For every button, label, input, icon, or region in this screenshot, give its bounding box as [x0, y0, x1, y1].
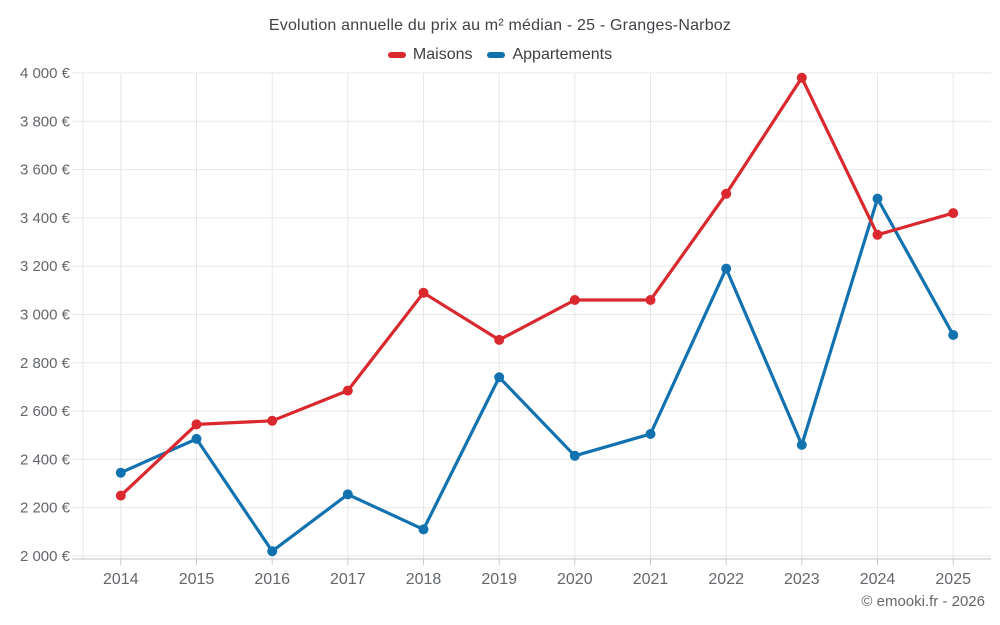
appartements-point-2020[interactable]: [569, 450, 580, 461]
maisons-point-2022[interactable]: [721, 188, 732, 199]
maisons-point-2020[interactable]: [569, 295, 580, 305]
maisons-point-2016[interactable]: [267, 415, 278, 426]
maisons-point-2019[interactable]: [494, 334, 505, 345]
y-tick-label: 2 200 €: [20, 500, 71, 517]
appartements-point-2017[interactable]: [342, 489, 353, 500]
y-tick-label: 3 000 €: [20, 307, 71, 324]
appartements-point-2016[interactable]: [267, 546, 278, 557]
legend-item-maisons[interactable]: Maisons: [387, 46, 473, 64]
maisons-point-2015[interactable]: [191, 419, 202, 430]
appartements-point-2025[interactable]: [948, 330, 959, 340]
x-tick-label: 2020: [557, 571, 593, 588]
appartements-swatch-icon: [487, 52, 506, 58]
maisons-point-2025[interactable]: [948, 208, 959, 219]
maisons-point-2024[interactable]: [872, 229, 883, 240]
x-tick-label: 2021: [633, 571, 669, 588]
y-tick-label: 2 800 €: [20, 355, 71, 372]
legend-item-appartements[interactable]: Appartements: [487, 46, 612, 64]
maisons-point-2021[interactable]: [645, 295, 656, 305]
x-tick-label: 2015: [179, 571, 215, 588]
x-tick-label: 2018: [406, 571, 442, 588]
appartements-point-2021[interactable]: [645, 429, 656, 439]
x-tick-label: 2019: [481, 571, 517, 588]
appartements-point-2019[interactable]: [494, 372, 505, 383]
copyright-footer: © emooki.fr - 2026: [861, 593, 985, 610]
legend-label-maisons: Maisons: [412, 46, 473, 63]
appartements-point-2015[interactable]: [191, 433, 202, 444]
appartements-point-2018[interactable]: [418, 524, 429, 535]
y-tick-label: 2 400 €: [20, 451, 71, 468]
maisons-line: [119, 76, 955, 498]
x-tick-label: 2017: [330, 571, 366, 588]
chart-title: Evolution annuelle du prix au m² médian …: [268, 17, 732, 34]
y-tick-label: 3 200 €: [20, 258, 71, 275]
x-tick-label: 2022: [708, 571, 744, 588]
x-tick-label: 2025: [935, 571, 971, 588]
maisons-swatch-icon: [387, 52, 406, 58]
maisons-point-2017[interactable]: [342, 385, 353, 396]
y-tick-label: 3 800 €: [20, 113, 71, 130]
x-tick-label: 2024: [860, 571, 896, 588]
maisons-point-2018[interactable]: [418, 287, 429, 298]
appartements-point-2014[interactable]: [115, 467, 126, 478]
x-tick-label: 2023: [784, 571, 820, 588]
y-tick-label: 3 600 €: [20, 162, 71, 179]
legend-label-appartements: Appartements: [512, 46, 613, 63]
maisons-point-2014[interactable]: [115, 490, 126, 501]
legend: Maisons Appartements: [0, 46, 1000, 64]
x-tick-label: 2016: [254, 571, 290, 588]
y-tick-label: 4 000 €: [20, 65, 71, 82]
appartements-line: [119, 197, 955, 553]
x-tick-label: 2014: [103, 571, 139, 588]
y-tick-label: 3 400 €: [20, 210, 71, 227]
appartements-point-2023[interactable]: [796, 439, 807, 450]
y-tick-label: 2 000 €: [20, 548, 71, 565]
maisons-point-2023[interactable]: [796, 72, 807, 83]
appartements-point-2022[interactable]: [721, 263, 732, 274]
y-tick-label: 2 600 €: [20, 403, 71, 420]
appartements-point-2024[interactable]: [872, 193, 883, 204]
